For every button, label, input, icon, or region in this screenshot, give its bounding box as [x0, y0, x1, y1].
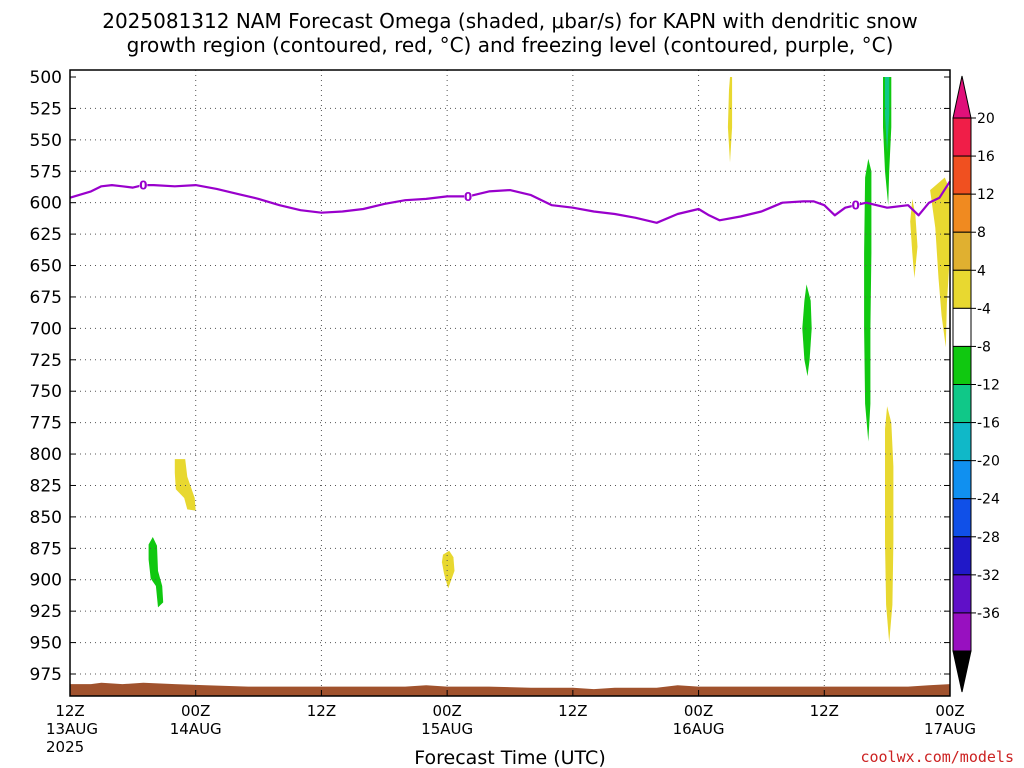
colorbar-swatch-0 [952, 117, 972, 157]
colorbar-label-12: -32 [977, 568, 1000, 584]
x-tick-label-7-1: 00Z [935, 702, 964, 720]
x-tick-label-1-1: 00Z [181, 702, 210, 720]
colorbar-swatch-7 [952, 384, 972, 424]
freezing-level-line [69, 180, 951, 224]
omega-shading-layer [148, 77, 950, 643]
omega-region-8 [885, 406, 894, 643]
plot-background [70, 70, 950, 696]
colorbar-label-2: 12 [977, 187, 995, 203]
x-tick-label-0-3: 2025 [46, 738, 84, 756]
colorbar: 20 16 12 8 4 -4 -8 -12 -16 -20 -24 -28 -32 -36 [952, 75, 1000, 693]
x-tick-label-0-1: 12Z [55, 702, 84, 720]
y-tick-label-10: 750 [30, 382, 62, 402]
y-tick-label-13: 825 [30, 476, 62, 496]
y-tick-label-11: 775 [30, 414, 62, 434]
freezing-level-layer: 0 0 0 [69, 178, 951, 224]
plot-frame [69, 69, 951, 697]
grid-layer [70, 70, 950, 696]
omega-region-7 [885, 77, 890, 153]
y-tick-label-15: 875 [30, 539, 62, 559]
freezing-label-bg-2 [851, 198, 860, 212]
colorbar-label-10: -24 [977, 492, 1000, 508]
colorbar-label-13: -36 [977, 606, 1000, 622]
y-tick-label-14: 850 [30, 508, 62, 528]
y-tick-label-17: 925 [30, 602, 62, 622]
colorbar-bottom-arrow [952, 650, 972, 693]
terrain-layer [70, 682, 950, 696]
colorbar-label-3: 8 [977, 225, 986, 241]
colorbar-label-11: -28 [977, 530, 1000, 546]
y-tick-label-3: 575 [30, 162, 62, 182]
omega-region-4 [802, 284, 812, 377]
omega-region-9 [930, 177, 950, 348]
colorbar-swatch-8 [952, 422, 972, 462]
colorbar-label-7: -12 [977, 378, 1000, 394]
credit-text: coolwx.com/models [860, 748, 1014, 766]
colorbar-top-arrow [952, 75, 972, 119]
colorbar-label-5: -4 [977, 301, 991, 317]
colorbar-swatch-4 [952, 269, 972, 309]
y-tick-label-0: 500 [30, 68, 62, 88]
colorbar-swatch-13 [952, 612, 972, 652]
colorbar-swatch-5 [952, 307, 972, 347]
y-tick-label-9: 725 [30, 351, 62, 371]
colorbar-swatch-12 [952, 574, 972, 614]
colorbar-swatch-1 [952, 155, 972, 195]
chart-title-line2: growth region (contoured, red, °C) and f… [127, 33, 894, 57]
y-tick-label-7: 675 [30, 288, 62, 308]
colorbar-label-1: 16 [977, 149, 995, 165]
colorbar-swatch-10 [952, 498, 972, 538]
omega-region-0 [148, 537, 164, 608]
x-axis-title: Forecast Time (UTC) [414, 747, 605, 768]
x-tick-label-2-1: 12Z [307, 702, 336, 720]
y-tick-label-6: 650 [30, 257, 62, 277]
freezing-label-2: 0 [852, 199, 860, 213]
colorbar-swatch-11 [952, 536, 972, 576]
terrain-fill [70, 682, 950, 696]
colorbar-label-0: 20 [977, 111, 995, 127]
y-tick-label-2: 550 [30, 131, 62, 151]
colorbar-label-8: -16 [977, 416, 1000, 432]
y-tick-label-8: 700 [30, 319, 62, 339]
omega-region-1 [174, 459, 196, 511]
freezing-label-0: 0 [139, 179, 147, 193]
freezing-label-1: 0 [464, 190, 472, 204]
x-tick-label-0-2: 13AUG [46, 720, 98, 738]
y-tick-label-16: 900 [30, 571, 62, 591]
y-tick-label-1: 525 [30, 99, 62, 119]
freezing-label-bg-1 [464, 189, 473, 203]
x-tick-label-5-2: 16AUG [673, 720, 725, 738]
y-tick-label-12: 800 [30, 445, 62, 465]
x-tick-label-5-1: 00Z [684, 702, 713, 720]
x-tick-label-7-2: 17AUG [924, 720, 976, 738]
colorbar-swatch-6 [952, 345, 972, 385]
x-tick-label-4-1: 12Z [558, 702, 587, 720]
x-tick-label-6-1: 12Z [810, 702, 839, 720]
colorbar-swatch-9 [952, 460, 972, 500]
y-tick-label-4: 600 [30, 194, 62, 214]
freezing-label-bg-0 [139, 178, 148, 192]
omega-region-10 [910, 198, 918, 279]
colorbar-label-4: 4 [977, 263, 986, 279]
x-tick-label-3-2: 15AUG [421, 720, 473, 738]
y-tick-label-18: 950 [30, 634, 62, 654]
omega-region-5 [864, 158, 872, 442]
chart-title-line1: 2025081312 NAM Forecast Omega (shaded, μ… [102, 9, 918, 33]
omega-region-2 [441, 550, 455, 589]
colorbar-swatch-3 [952, 231, 972, 271]
y-tick-label-19: 975 [30, 665, 62, 685]
x-tick-label-3-1: 00Z [432, 702, 461, 720]
y-axis-ticks: 500 525 550 575 600 625 650 675 700 725 750 775 800 8… [30, 68, 950, 685]
colorbar-label-9: -20 [977, 454, 1000, 470]
omega-region-3 [727, 77, 733, 163]
x-tick-label-1-2: 14AUG [170, 720, 222, 738]
colorbar-swatch-2 [952, 193, 972, 233]
colorbar-label-6: -8 [977, 339, 991, 355]
y-tick-label-5: 625 [30, 225, 62, 245]
